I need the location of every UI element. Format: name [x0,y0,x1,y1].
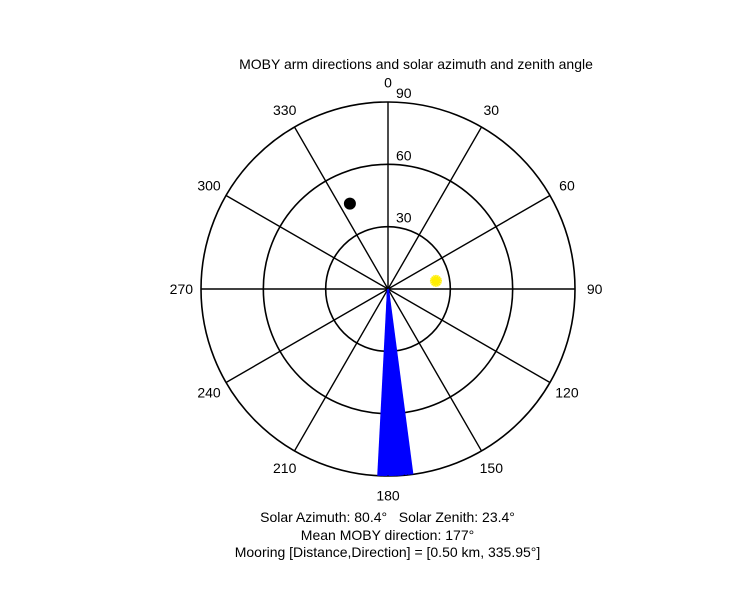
moby-direction-caption: Mean MOBY direction: 177° [300,527,475,543]
angle-label-270: 270 [170,281,194,297]
chart-title: MOBY arm directions and solar azimuth an… [239,56,593,72]
sun-core [431,276,440,285]
angle-label-240: 240 [197,384,221,400]
angle-label-60: 60 [559,178,575,194]
angle-label-300: 300 [197,178,221,194]
radial-label-30: 30 [396,210,412,226]
angle-label-180: 180 [376,488,400,504]
sun-marker [429,274,442,287]
angle-label-330: 330 [273,102,297,118]
mooring-marker [343,197,356,210]
angle-label-150: 150 [480,460,504,476]
angle-label-90: 90 [587,281,603,297]
tick-labels: 0 30 60 90 120 150 180 210 240 270 300 330 30 60 90 [170,74,603,503]
solar-caption: Solar Azimuth: 80.4° Solar Zenith: 23.4° [260,509,515,525]
angle-label-120: 120 [555,384,579,400]
angle-label-210: 210 [273,460,297,476]
radial-label-60: 60 [396,147,412,163]
arm-wedge [378,289,413,476]
angle-label-30: 30 [484,102,500,118]
radial-label-90: 90 [396,85,412,101]
markers [343,197,442,287]
arm-directions [377,288,414,477]
mooring-caption: Mooring [Distance,Direction] = [0.50 km,… [234,544,541,560]
angle-label-0: 0 [384,74,392,90]
